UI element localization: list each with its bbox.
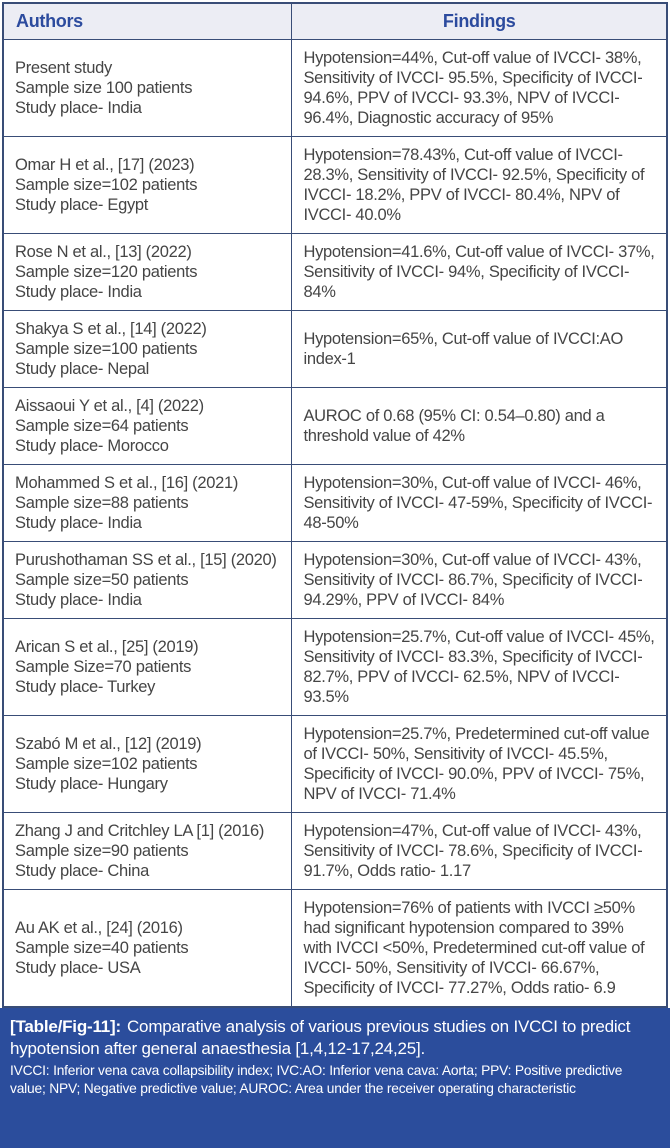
table-caption: [Table/Fig-11]: Comparative analysis of v… — [10, 1016, 660, 1060]
table-row: Rose N et al., [13] (2022) Sample size=12… — [2, 233, 668, 311]
table-row: Arican S et al., [25] (2019) Sample Size=… — [2, 618, 668, 716]
abbreviations-footnote: IVCCI: Inferior vena cava collapsibility… — [10, 1063, 623, 1096]
table-row: Present study Sample size 100 patients Stu… — [2, 39, 668, 137]
author-line: Study place- Turkey — [15, 678, 156, 696]
author-line: Study place- India — [15, 514, 142, 532]
table-header: Authors Findings — [2, 2, 668, 40]
author-line: Mohammed S et al., [16] (2021) — [15, 474, 239, 492]
author-line: Study place- India — [15, 283, 142, 301]
author-line: Study place- China — [15, 862, 150, 880]
table-area: Authors Findings Present study Sample siz… — [2, 2, 668, 1008]
author-line: Sample size=102 patients — [15, 176, 198, 194]
author-cell: Au AK et al., [24] (2016) Sample size=40 … — [2, 889, 293, 1008]
author-line: Aissaoui Y et al., [4] (2022) — [15, 397, 204, 415]
author-line: Purushothaman SS et al., [15] (2020) — [15, 551, 277, 569]
author-line: Sample size=50 patients — [15, 571, 189, 589]
author-line: Study place- Egypt — [15, 196, 149, 214]
table-body: Present study Sample size 100 patients Stu… — [2, 39, 668, 1008]
author-line: Szabó M et al., [12] (2019) — [15, 735, 202, 753]
author-cell: Mohammed S et al., [16] (2021) Sample siz… — [2, 464, 293, 542]
author-line: Sample size=100 patients — [15, 340, 198, 358]
author-line: Arican S et al., [25] (2019) — [15, 638, 199, 656]
findings-cell: Hypotension=30%, Cut-off value of IVCCI-… — [291, 464, 668, 542]
findings-cell: Hypotension=78.43%, Cut-off value of IVC… — [291, 136, 668, 234]
author-line: Sample size=90 patients — [15, 842, 189, 860]
author-line: Study place- India — [15, 591, 142, 609]
findings-cell: Hypotension=25.7%, Cut-off value of IVCC… — [291, 618, 668, 716]
col-header-authors: Authors — [2, 2, 293, 40]
author-line: Study place- Nepal — [15, 360, 150, 378]
author-line: Omar H et al., [17] (2023) — [15, 156, 195, 174]
author-line: Sample size=64 patients — [15, 417, 189, 435]
table-row: Zhang J and Critchley LA [1] (2016) Sampl… — [2, 812, 668, 890]
author-line: Present study — [15, 59, 112, 77]
author-cell: Rose N et al., [13] (2022) Sample size=12… — [2, 233, 293, 311]
table-row: Omar H et al., [17] (2023) Sample size=10… — [2, 136, 668, 234]
findings-cell: Hypotension=65%, Cut-off value of IVCCI:… — [291, 310, 668, 388]
author-cell: Arican S et al., [25] (2019) Sample Size=… — [2, 618, 293, 716]
caption-banner: [Table/Fig-11]: Comparative analysis of v… — [0, 1008, 670, 1148]
author-line: Study place- Hungary — [15, 775, 168, 793]
author-line: Sample size=40 patients — [15, 939, 189, 957]
author-line: Sample size=102 patients — [15, 755, 198, 773]
author-cell: Zhang J and Critchley LA [1] (2016) Sampl… — [2, 812, 293, 890]
author-line: Zhang J and Critchley LA [1] (2016) — [15, 822, 265, 840]
author-cell: Aissaoui Y et al., [4] (2022) Sample size… — [2, 387, 293, 465]
table-row: Purushothaman SS et al., [15] (2020) Samp… — [2, 541, 668, 619]
table-row: Aissaoui Y et al., [4] (2022) Sample size… — [2, 387, 668, 465]
table-row: Shakya S et al., [14] (2022) Sample size=… — [2, 310, 668, 388]
author-line: Rose N et al., [13] (2022) — [15, 243, 192, 261]
author-cell: Shakya S et al., [14] (2022) Sample size=… — [2, 310, 293, 388]
author-cell: Szabó M et al., [12] (2019) Sample size=1… — [2, 715, 293, 813]
caption-label: [Table/Fig-11]: — [10, 1017, 121, 1036]
author-line: Sample size=88 patients — [15, 494, 189, 512]
comparative-table: Authors Findings Present study Sample siz… — [2, 2, 668, 1008]
header-row: Authors Findings — [2, 2, 668, 40]
col-header-findings: Findings — [291, 2, 668, 40]
author-line: Sample size=120 patients — [15, 263, 198, 281]
findings-cell: Hypotension=76% of patients with IVCCI ≥… — [291, 889, 668, 1008]
table-row: Mohammed S et al., [16] (2021) Sample siz… — [2, 464, 668, 542]
findings-cell: Hypotension=47%, Cut-off value of IVCCI-… — [291, 812, 668, 890]
table-row: Szabó M et al., [12] (2019) Sample size=1… — [2, 715, 668, 813]
author-line: Au AK et al., [24] (2016) — [15, 919, 183, 937]
findings-cell: AUROC of 0.68 (95% CI: 0.54–0.80) and a … — [291, 387, 668, 465]
author-line: Sample size 100 patients — [15, 79, 193, 97]
findings-cell: Hypotension=30%, Cut-off value of IVCCI-… — [291, 541, 668, 619]
author-line: Study place- India — [15, 99, 142, 117]
author-line: Study place- USA — [15, 959, 141, 977]
findings-cell: Hypotension=41.6%, Cut-off value of IVCC… — [291, 233, 668, 311]
author-cell: Present study Sample size 100 patients Stu… — [2, 39, 293, 137]
caption-text: Comparative analysis of various previous… — [10, 1017, 631, 1058]
author-cell: Omar H et al., [17] (2023) Sample size=10… — [2, 136, 293, 234]
findings-cell: Hypotension=44%, Cut-off value of IVCCI-… — [291, 39, 668, 137]
author-line: Study place- Morocco — [15, 437, 169, 455]
author-line: Sample Size=70 patients — [15, 658, 192, 676]
author-cell: Purushothaman SS et al., [15] (2020) Samp… — [2, 541, 293, 619]
author-line: Shakya S et al., [14] (2022) — [15, 320, 207, 338]
findings-cell: Hypotension=25.7%, Predetermined cut-off… — [291, 715, 668, 813]
table-row: Au AK et al., [24] (2016) Sample size=40 … — [2, 889, 668, 1008]
